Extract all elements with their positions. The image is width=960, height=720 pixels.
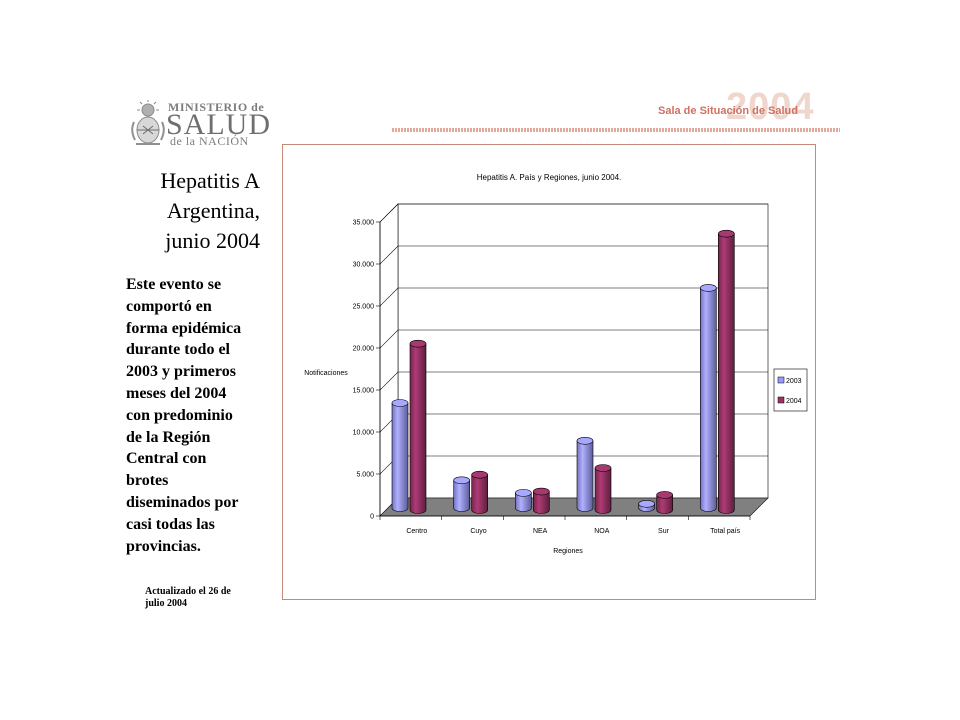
update-line: Actualizado el 26 de [145,586,231,597]
bar-2004-sur [656,494,673,514]
bar-2003-centro [391,402,409,512]
bar-top [638,499,655,508]
x-tick-label: Cuyo [470,528,486,535]
bar-top [453,476,470,485]
bar-top [700,284,717,292]
description-line: casi todas las [126,515,215,533]
y-tick-label: 0 [370,514,374,521]
bar-2004-noa [594,467,612,514]
y-tick-label: 35.000 [353,220,375,227]
y-tick-label: 15.000 [353,388,375,395]
legend-label: 2004 [786,398,802,405]
legend-swatch [777,396,785,404]
y-axis-label: Notificaciones [304,370,348,377]
description-line: provincias. [126,537,201,555]
x-tick-label: Centro [406,528,427,535]
y-tick-label: 25.000 [353,304,375,311]
description-line: forma epidémica [126,319,242,337]
gridline [379,203,768,223]
bar-2003-total-país [700,287,717,512]
bar-top [576,436,594,445]
gridline [379,287,768,307]
legend-swatch [777,376,785,384]
banner-divider [392,128,840,132]
description-line: con predominio [126,406,233,424]
chart-frame: Hepatitis A. País y Regiones, junio 2004… [282,144,816,600]
coat-of-arms-icon [131,100,165,145]
logo-nacion-text: de la NACIÓN [170,134,249,148]
banner-text: Sala de Situación de Salud [658,105,798,117]
bar-top [471,470,488,479]
title-line: Argentina, [166,198,260,223]
update-note: Actualizado el 26 de julio 2004 [145,586,255,610]
y-tick-label: 30.000 [353,262,375,269]
legend-label: 2003 [786,378,802,385]
banner-year: 2004 [726,86,815,128]
ministry-logo: MINISTERIO de SALUD de la NACIÓN [128,96,272,152]
y-tick-label: 20.000 [353,346,375,353]
bar-2004-total-país [718,233,735,514]
bar-2004-cuyo [471,474,488,514]
logo-ministerio-text: MINISTERIO de [168,100,265,114]
legend-box [773,368,808,412]
description-line: Central con [126,450,207,468]
title-line: junio 2004 [165,228,260,253]
x-tick-label: NEA [533,528,548,535]
sala-situacion-banner: 2004 Sala de Situación de Salud [392,86,840,136]
chart-title: Hepatitis A. País y Regiones, junio 2004… [477,173,622,182]
bar-top [391,399,409,407]
description-line: diseminados por [126,493,239,511]
description-line: Este evento se [126,276,222,293]
gridline [379,329,768,349]
y-tick-label: 5.000 [356,472,374,479]
update-line: julio 2004 [145,598,187,609]
description-text: Este evento se comportó en forma epidémi… [126,274,276,557]
description-line: meses del 2004 [126,384,227,402]
x-axis-label: Regiones [553,548,583,555]
bar-top [594,464,612,472]
gridline [379,371,768,391]
x-tick-label: Total país [710,528,740,535]
bar-top [515,489,532,497]
bar-top [409,339,427,348]
slide-title: Hepatitis A Argentina, junio 2004 [140,166,260,256]
bar-top [533,487,550,496]
bar-top [656,491,673,499]
bar-chart: Hepatitis A. País y Regiones, junio 2004… [304,173,808,555]
description-line: 2003 y primeros [126,363,236,381]
logo-salud-text: SALUD [166,108,272,141]
bar-2003-noa [576,440,594,512]
bar-2004-nea [533,491,550,514]
bar-2004-centro [409,343,427,514]
y-tick-label: 10.000 [353,430,375,437]
bar-2003-nea [515,492,532,512]
description-line: brotes [126,472,169,490]
description-line: de la Región [126,428,211,446]
bar-2003-cuyo [453,479,470,512]
description-line: durante todo el [126,341,230,359]
bar-top [718,229,735,238]
gridline [379,245,768,265]
description-line: comportó en [126,297,212,315]
title-line: Hepatitis A [160,168,260,193]
x-tick-label: Sur [658,528,670,535]
x-tick-label: NOA [594,528,610,535]
